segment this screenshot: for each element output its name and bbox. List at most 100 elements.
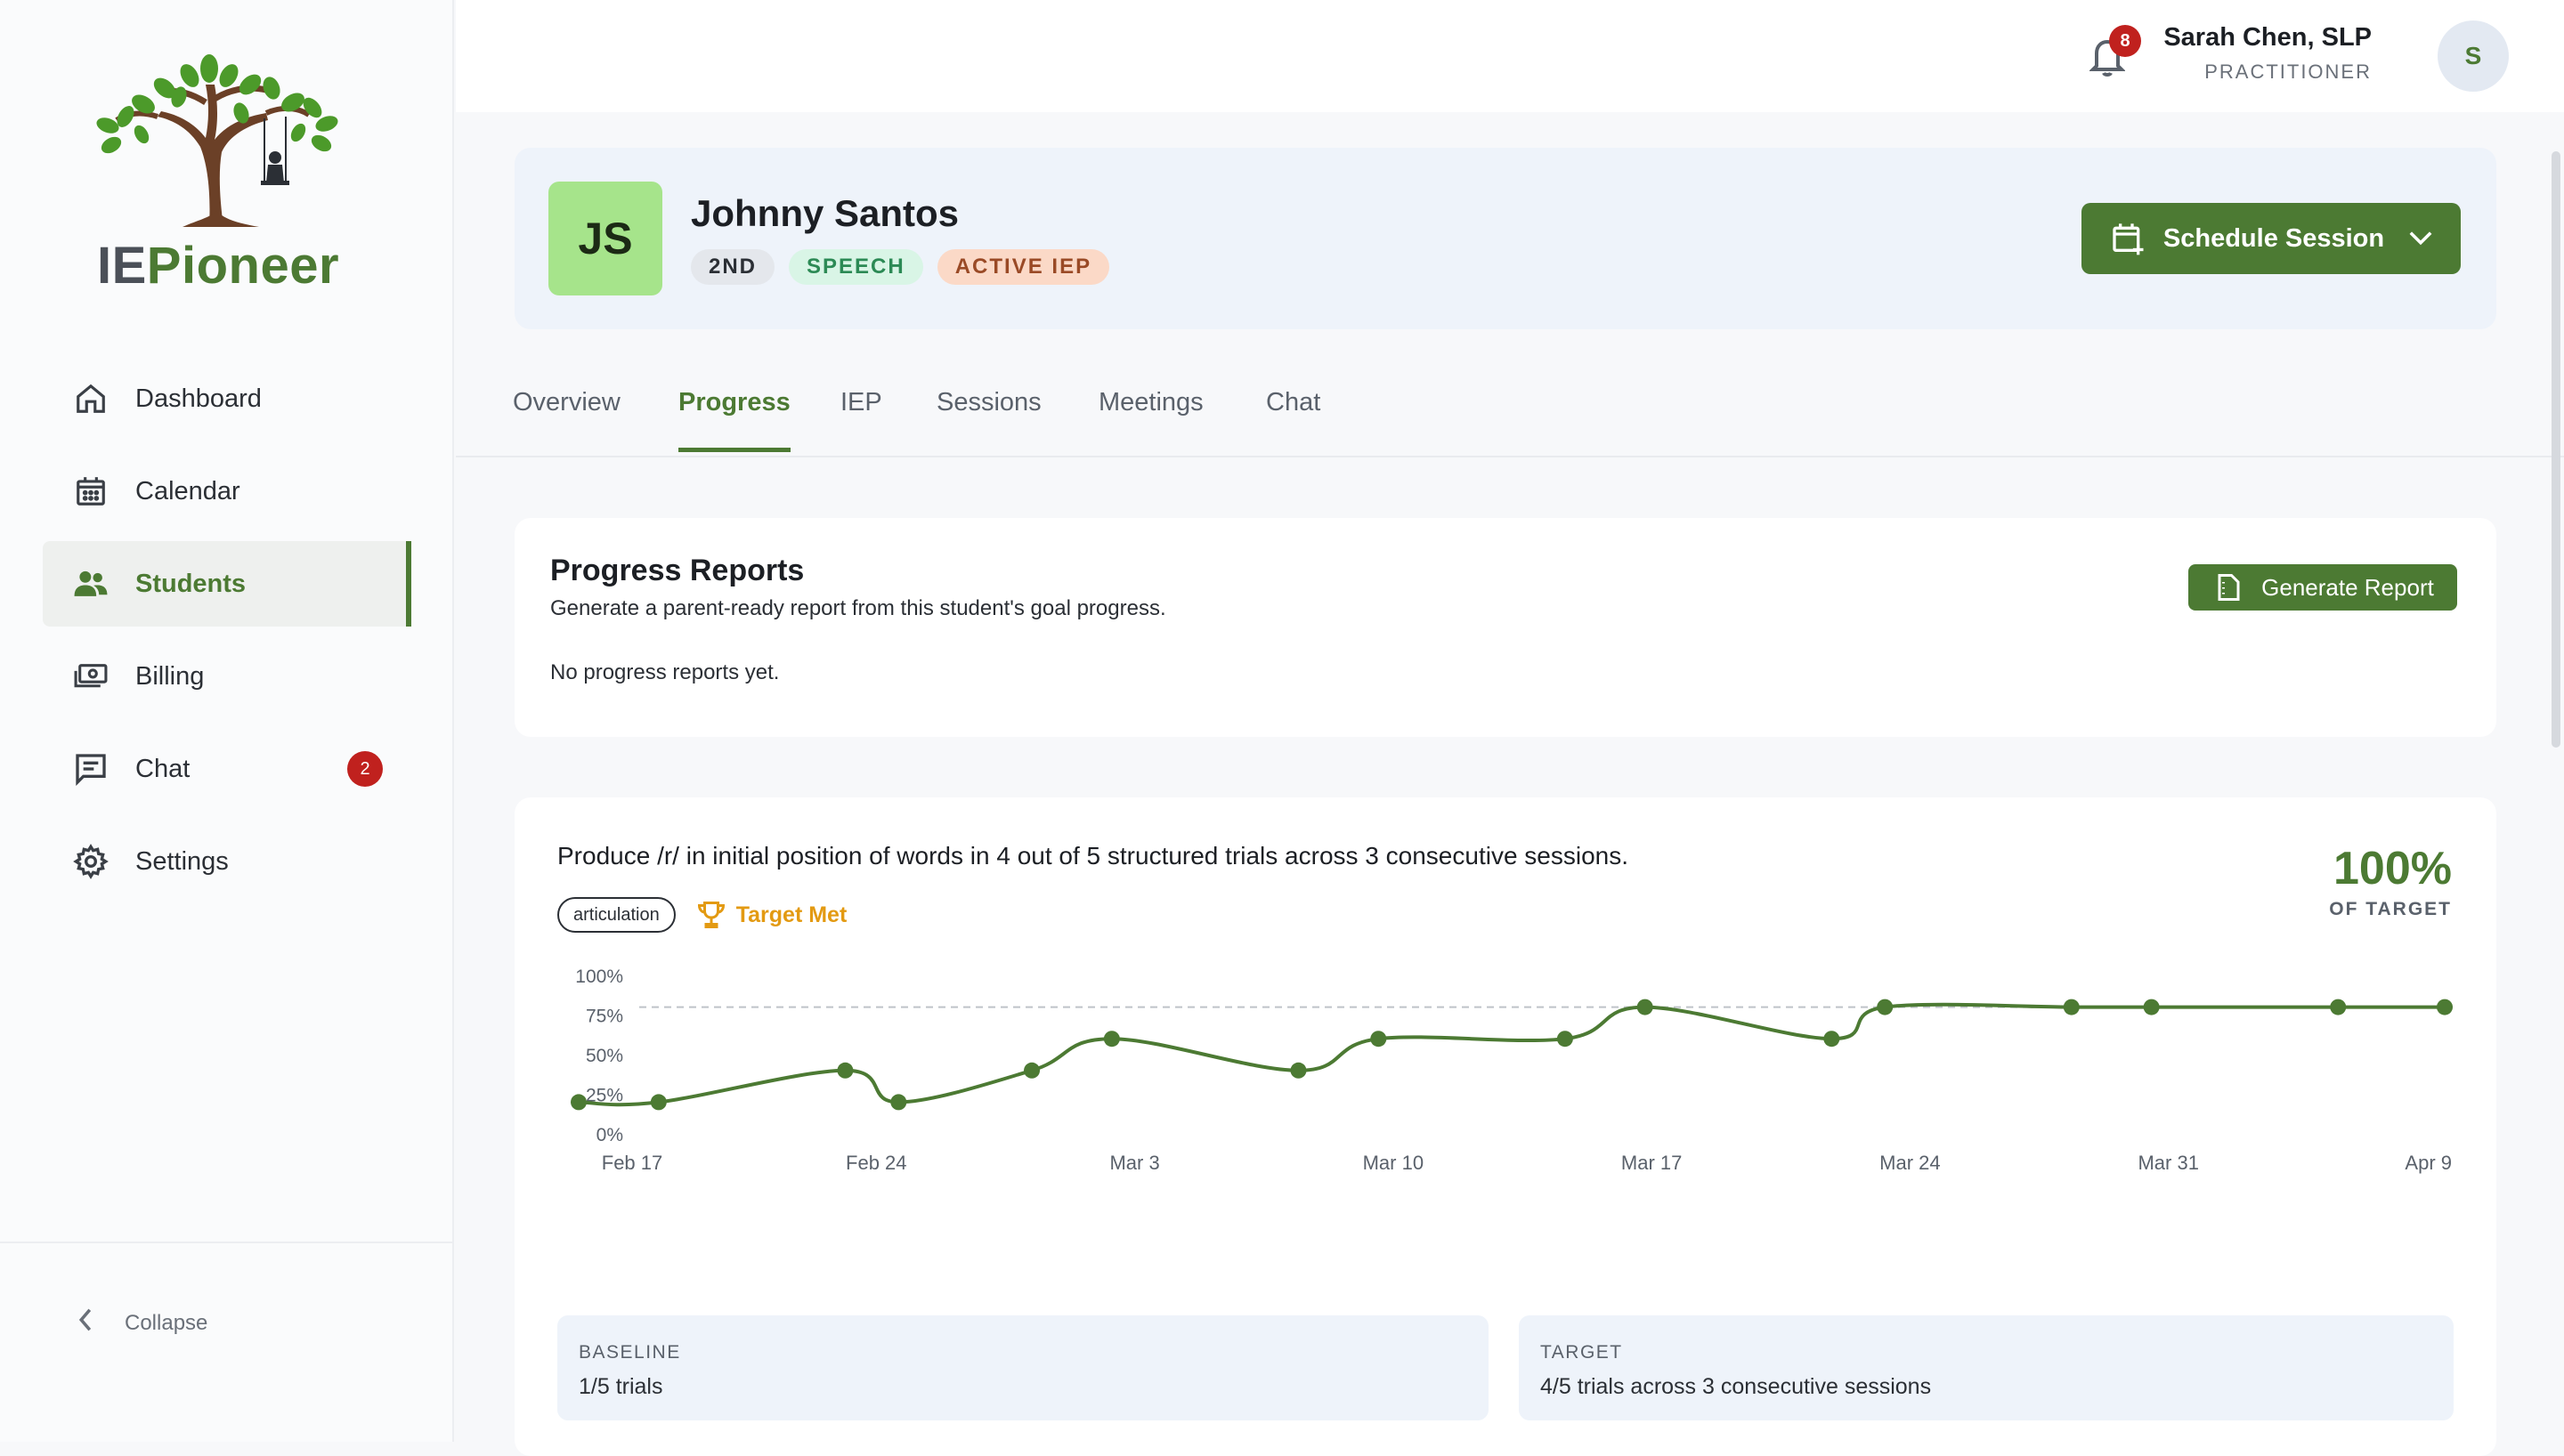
grade-badge: 2ND (691, 249, 775, 285)
tab-iep[interactable]: IEP (840, 388, 882, 417)
sidebar-item-chat[interactable]: Chat 2 (43, 726, 411, 812)
chat-unread-badge: 2 (347, 751, 383, 787)
progress-reports-title: Progress Reports (550, 554, 805, 587)
users-icon (73, 566, 109, 602)
notification-count-badge: 8 (2109, 25, 2141, 57)
x-tick-label: Mar 10 (1363, 1152, 1424, 1174)
progress-series-line (578, 1002, 2445, 1107)
avatar[interactable]: S (2438, 20, 2509, 92)
y-tick-label: 75% (586, 1007, 623, 1027)
brand-logo[interactable]: IEPioneer (76, 49, 378, 298)
sidebar-item-label: Students (135, 569, 247, 598)
data-point (837, 1062, 854, 1079)
goal-description: Produce /r/ in initial position of words… (557, 842, 1629, 870)
x-tick-label: Mar 3 (1109, 1152, 1159, 1174)
collapse-label: Collapse (125, 1310, 208, 1335)
user-role: PRACTITIONER (2204, 61, 2372, 83)
progress-line-chart: 100% 75% 50% 25% 0% Feb 17 Feb 24 Mar 3 Mar 10 Ma… (571, 967, 2453, 1174)
data-point (2437, 999, 2453, 1015)
sidebar-item-label: Settings (135, 846, 229, 876)
sidebar-divider (0, 1242, 452, 1243)
calendar-icon (73, 473, 109, 509)
sidebar: IEPioneer Dashboard Calendar Students Bi… (0, 0, 454, 1442)
sidebar-item-label: Billing (135, 661, 205, 691)
target-label: TARGET (1540, 1342, 1623, 1363)
target-box: TARGET 4/5 trials across 3 consecutive s… (1519, 1315, 2454, 1420)
tab-chat[interactable]: Chat (1266, 388, 1321, 417)
x-tick-label: Mar 24 (1879, 1152, 1940, 1174)
sidebar-item-label: Chat (135, 754, 191, 783)
data-point (890, 1094, 907, 1111)
home-icon (73, 381, 109, 417)
student-avatar: JS (548, 182, 662, 295)
progress-reports-card: Progress Reports Generate a parent-ready… (515, 518, 2496, 737)
data-point (2063, 999, 2080, 1015)
chat-icon (73, 751, 109, 787)
tab-progress[interactable]: Progress (678, 388, 791, 452)
calendar-add-icon (2110, 221, 2146, 256)
baseline-label: BASELINE (579, 1342, 681, 1363)
tree-swing-logo-icon (96, 54, 338, 227)
topbar: 8 Sarah Chen, SLP PRACTITIONER S (456, 0, 2564, 112)
trophy-icon (695, 899, 727, 931)
sidebar-nav: Dashboard Calendar Students Billing Chat (43, 356, 411, 911)
x-tick-label: Feb 17 (602, 1152, 663, 1174)
data-point (1636, 999, 1653, 1015)
generate-report-button[interactable]: Generate Report (2188, 564, 2457, 611)
chevron-left-icon (78, 1308, 93, 1338)
target-met-indicator: Target Met (695, 899, 848, 931)
data-point (1370, 1031, 1387, 1048)
sidebar-item-calendar[interactable]: Calendar (43, 449, 411, 534)
target-value: 4/5 trials across 3 consecutive sessions (1540, 1374, 1932, 1399)
target-met-label: Target Met (735, 902, 848, 927)
page-scrollbar[interactable] (2552, 151, 2560, 748)
baseline-box: BASELINE 1/5 trials (557, 1315, 1489, 1420)
goal-category-chip: articulation (557, 897, 676, 933)
student-header: JS Johnny Santos 2ND SPEECH ACTIVE IEP S… (515, 148, 2496, 329)
collapse-button[interactable]: Collapse (78, 1308, 207, 1338)
gear-icon (73, 844, 109, 879)
percent-of-target-label: OF TARGET (2329, 899, 2452, 919)
student-tabs: Overview Progress IEP Sessions Meetings … (456, 356, 2564, 457)
goal-tags: articulation Target Met (557, 897, 847, 933)
tab-meetings[interactable]: Meetings (1099, 388, 1204, 417)
data-point (650, 1094, 667, 1111)
sidebar-item-settings[interactable]: Settings (43, 819, 411, 904)
percent-of-target: 100% (2333, 843, 2452, 894)
goal-progress-card: Produce /r/ in initial position of words… (515, 797, 2496, 1456)
sidebar-item-dashboard[interactable]: Dashboard (43, 356, 411, 441)
data-point (571, 1094, 587, 1111)
y-tick-label: 50% (586, 1046, 623, 1066)
x-tick-label: Mar 31 (2138, 1152, 2198, 1174)
data-point (2143, 999, 2160, 1015)
sidebar-item-label: Dashboard (135, 384, 262, 413)
x-tick-label: Feb 24 (846, 1152, 907, 1174)
schedule-session-button[interactable]: Schedule Session (2081, 203, 2461, 274)
status-badge: ACTIVE IEP (937, 249, 1110, 285)
data-point (1556, 1031, 1573, 1048)
x-tick-label: Apr 9 (2405, 1152, 2452, 1174)
progress-reports-empty: No progress reports yet. (550, 660, 780, 684)
sidebar-item-billing[interactable]: Billing (43, 634, 411, 719)
y-tick-label: 25% (586, 1086, 623, 1106)
schedule-session-label: Schedule Session (2162, 223, 2385, 253)
data-point (1823, 1031, 1840, 1048)
money-icon (73, 659, 109, 694)
sidebar-item-label: Calendar (135, 476, 240, 506)
data-point (1290, 1062, 1307, 1079)
tab-overview[interactable]: Overview (513, 388, 621, 417)
student-tags: 2ND SPEECH ACTIVE IEP (691, 249, 1124, 285)
data-point (1103, 1031, 1120, 1048)
progress-reports-subtitle: Generate a parent-ready report from this… (550, 596, 1166, 620)
generate-report-label: Generate Report (2261, 573, 2434, 601)
tab-sessions[interactable]: Sessions (937, 388, 1042, 417)
sidebar-item-students[interactable]: Students (43, 541, 411, 627)
y-tick-label: 0% (596, 1125, 623, 1145)
data-point (2330, 999, 2347, 1015)
chevron-down-icon (2409, 231, 2432, 246)
subject-badge: SPEECH (789, 249, 923, 285)
y-tick-label: 100% (575, 967, 623, 987)
student-name: Johnny Santos (691, 192, 960, 234)
baseline-value: 1/5 trials (579, 1374, 663, 1399)
data-point (1024, 1062, 1041, 1079)
